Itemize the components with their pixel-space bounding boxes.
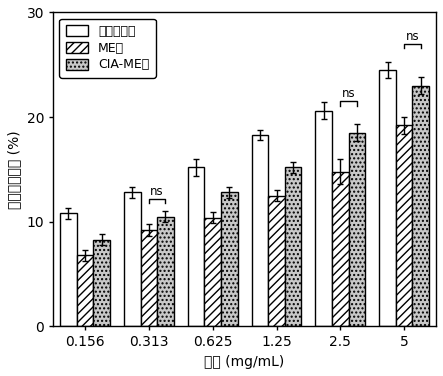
Y-axis label: 胶原酶抑制率 (%): 胶原酶抑制率 (%) [7, 130, 21, 209]
Bar [221, 193, 237, 326]
Text: ns: ns [406, 30, 419, 43]
Bar [204, 218, 221, 326]
Bar [285, 167, 301, 326]
Bar [332, 171, 349, 326]
Bar [77, 255, 93, 326]
Bar [60, 214, 77, 326]
X-axis label: 浓度 (mg/mL): 浓度 (mg/mL) [205, 355, 285, 369]
Bar [379, 70, 396, 326]
Bar [188, 167, 204, 326]
Bar [396, 126, 412, 326]
Text: ns: ns [150, 185, 164, 198]
Bar [124, 193, 140, 326]
Text: ns: ns [342, 87, 355, 100]
Bar [252, 135, 268, 326]
Bar [315, 111, 332, 326]
Bar [157, 217, 174, 326]
Bar [349, 133, 365, 326]
Bar [93, 240, 110, 326]
Bar [268, 196, 285, 326]
Bar [412, 86, 429, 326]
Bar [140, 230, 157, 326]
Legend: 阳性对照组, ME组, CIA-ME组: 阳性对照组, ME组, CIA-ME组 [59, 19, 155, 78]
